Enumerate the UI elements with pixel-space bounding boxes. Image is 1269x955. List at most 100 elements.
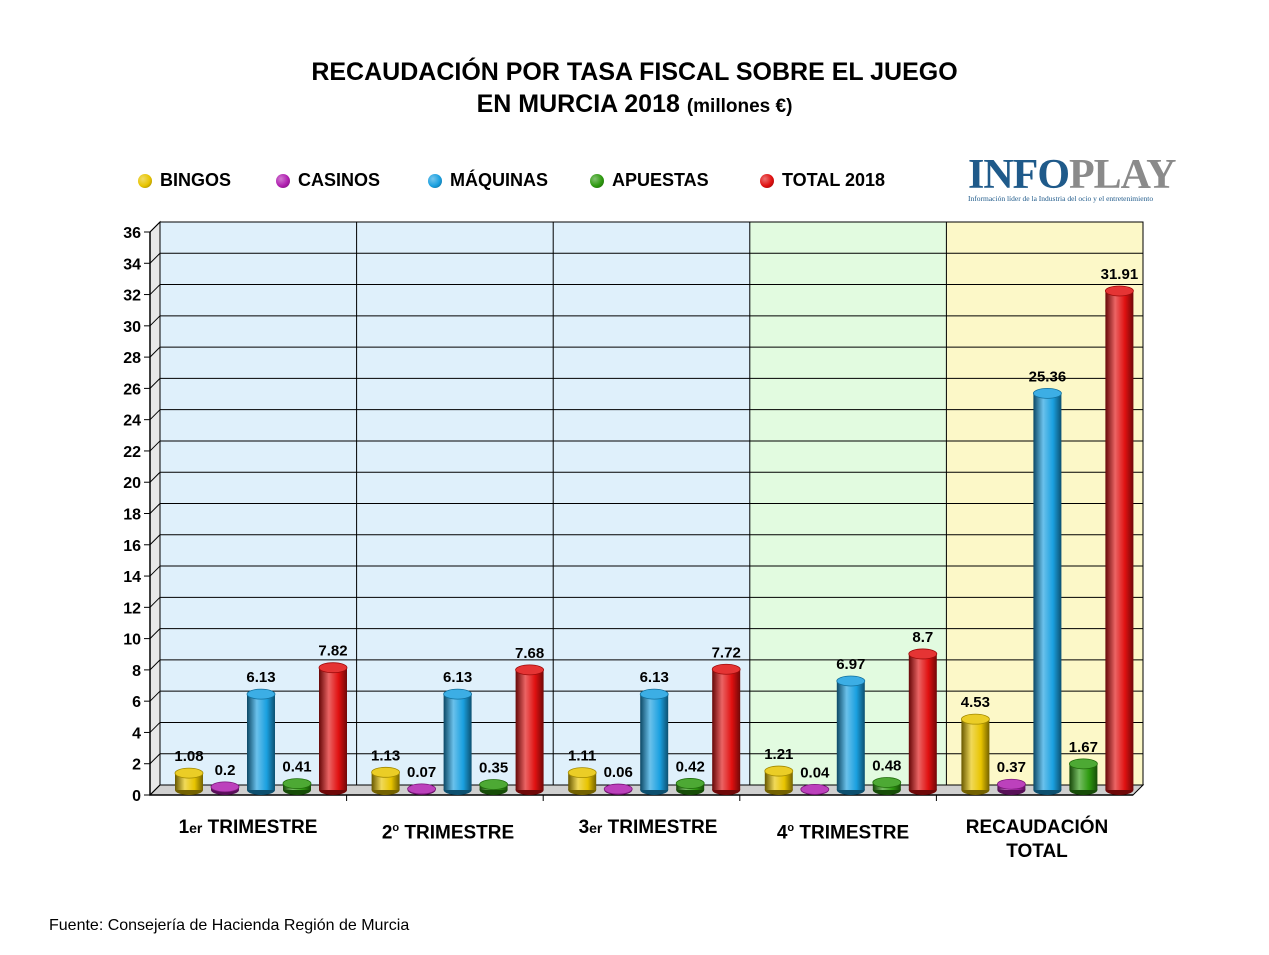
y-tick-label: 18	[123, 507, 141, 524]
maquinas-value-label-2: 6.13	[640, 669, 669, 686]
casinos-bar-2-top	[603, 783, 633, 795]
total-bar-0-top	[318, 662, 348, 674]
total-bar-4	[1105, 290, 1134, 790]
total-bar-2	[712, 669, 741, 790]
gridline-side	[149, 690, 161, 702]
chart-title-line2-text: EN MURCIA 2018	[476, 90, 680, 118]
apuestas-bar-0-top	[282, 778, 312, 789]
legend-item-maquinas: MÁQUINAS	[428, 170, 548, 191]
legend-label-total: TOTAL 2018	[782, 170, 886, 190]
bingos-bar-0-top	[174, 767, 204, 779]
maquinas-bar-0-top	[246, 688, 276, 700]
legend-marker-maquinas	[428, 173, 442, 188]
gridline-side	[149, 722, 161, 733]
legend-item-apuestas: APUESTAS	[590, 170, 709, 191]
casinos-bar-4-top	[997, 778, 1026, 790]
total-bar-4-top	[1105, 285, 1134, 297]
total-value-label-4: 31.91	[1101, 266, 1139, 283]
apuestas-bar-1-top	[479, 779, 509, 790]
maquinas-bar-1	[443, 694, 472, 790]
y-tick-label: 10	[123, 632, 141, 649]
y-tick-label: 6	[132, 694, 141, 711]
y-tick-label: 34	[123, 256, 141, 273]
category-label-2: 3er TRIMESTRE	[578, 817, 718, 838]
gridline-side	[149, 252, 161, 264]
infoplay-logo: INFOPLAY Información líder de la Industr…	[968, 152, 1176, 203]
y-tick-label: 36	[123, 225, 141, 242]
y-tick-label: 22	[123, 444, 141, 461]
category-label-0: 1er TRIMESTRE	[178, 817, 318, 838]
apuestas-bar-3-top	[872, 777, 902, 788]
bingos-bar-4	[961, 719, 990, 790]
gridline-side	[149, 503, 161, 514]
gridline-side	[149, 784, 161, 796]
maquinas-bar-2	[640, 694, 669, 790]
y-tick-label: 4	[132, 725, 141, 742]
y-tick-label: 8	[132, 663, 141, 680]
bingos-value-label-2: 1.11	[568, 748, 596, 765]
apuestas-bar-2-top	[675, 778, 705, 789]
gridline-side	[149, 409, 161, 421]
maquinas-value-label-3: 6.97	[836, 656, 865, 673]
y-tick-label: 0	[132, 788, 141, 805]
gridline-side	[149, 534, 161, 546]
bingos-bar-2-top	[567, 767, 597, 779]
casinos-bar-3-top	[800, 783, 830, 795]
gridline-side	[149, 315, 161, 327]
maquinas-value-label-4: 25.36	[1029, 368, 1067, 385]
total-bar-2-top	[711, 663, 741, 675]
legend-label-casinos: CASINOS	[298, 170, 381, 190]
gridline-side	[149, 471, 161, 483]
gridline-side	[149, 378, 161, 389]
source-note: Fuente: Consejería de Hacienda Región de…	[49, 917, 410, 934]
maquinas-bar-3	[836, 680, 865, 790]
chart-unit: (millones €)	[686, 96, 793, 117]
maquinas-bar-4	[1033, 393, 1062, 790]
legend-marker-total	[760, 173, 774, 188]
category-label-1: 2o TRIMESTRE	[381, 822, 515, 844]
maquinas-bar-1-top	[443, 688, 473, 700]
y-tick-label: 24	[123, 413, 141, 430]
total-bar-0	[319, 667, 347, 790]
legend-item-bingos: BINGOS	[138, 170, 231, 191]
legend-marker-casinos	[276, 173, 290, 188]
logo-brand-b: PLAY	[1069, 152, 1176, 198]
gridline-side	[149, 565, 161, 577]
apuestas-value-label-0: 0.41	[282, 759, 311, 776]
y-tick-label: 16	[123, 538, 141, 555]
casinos-bar-1-top	[407, 783, 437, 795]
gridline-side	[149, 596, 161, 608]
gridline-side	[149, 284, 161, 295]
apuestas-bar-4-top	[1069, 758, 1098, 770]
legend-label-apuestas: APUESTAS	[612, 170, 709, 190]
y-tick-label: 28	[123, 350, 141, 367]
maquinas-bar-4-top	[1033, 387, 1062, 399]
casinos-bar-0-top	[210, 781, 240, 793]
bingos-value-label-0: 1.08	[174, 748, 203, 765]
gridline-side	[149, 346, 161, 358]
total-value-label-1: 7.68	[515, 645, 544, 662]
total-bar-3-top	[908, 648, 938, 660]
bingos-value-label-3: 1.21	[764, 746, 793, 763]
apuestas-value-label-3: 0.48	[872, 757, 901, 774]
total-value-label-0: 7.82	[318, 643, 347, 660]
category-label-3: 4o TRIMESTRE	[776, 822, 910, 844]
gridline-side	[149, 221, 161, 233]
casinos-value-label-4: 0.37	[997, 759, 1026, 776]
logo-brand-a: INFO	[968, 152, 1070, 198]
gridline-side	[149, 753, 161, 765]
apuestas-value-label-1: 0.35	[479, 760, 508, 777]
total-bar-3	[908, 653, 937, 790]
casinos-value-label-2: 0.06	[604, 764, 633, 781]
y-tick-label: 20	[123, 475, 141, 492]
bingos-value-label-1: 1.13	[371, 747, 400, 764]
total-value-label-2: 7.72	[712, 644, 741, 661]
apuestas-value-label-4: 1.67	[1069, 739, 1098, 756]
legend-marker-apuestas	[590, 173, 604, 188]
maquinas-bar-3-top	[836, 675, 866, 687]
y-tick-label: 32	[123, 288, 141, 305]
legend-label-bingos: BINGOS	[160, 170, 232, 190]
chart-title-line2: EN MURCIA 2018 (millones €)	[0, 90, 1269, 119]
total-value-label-3: 8.7	[912, 629, 933, 646]
